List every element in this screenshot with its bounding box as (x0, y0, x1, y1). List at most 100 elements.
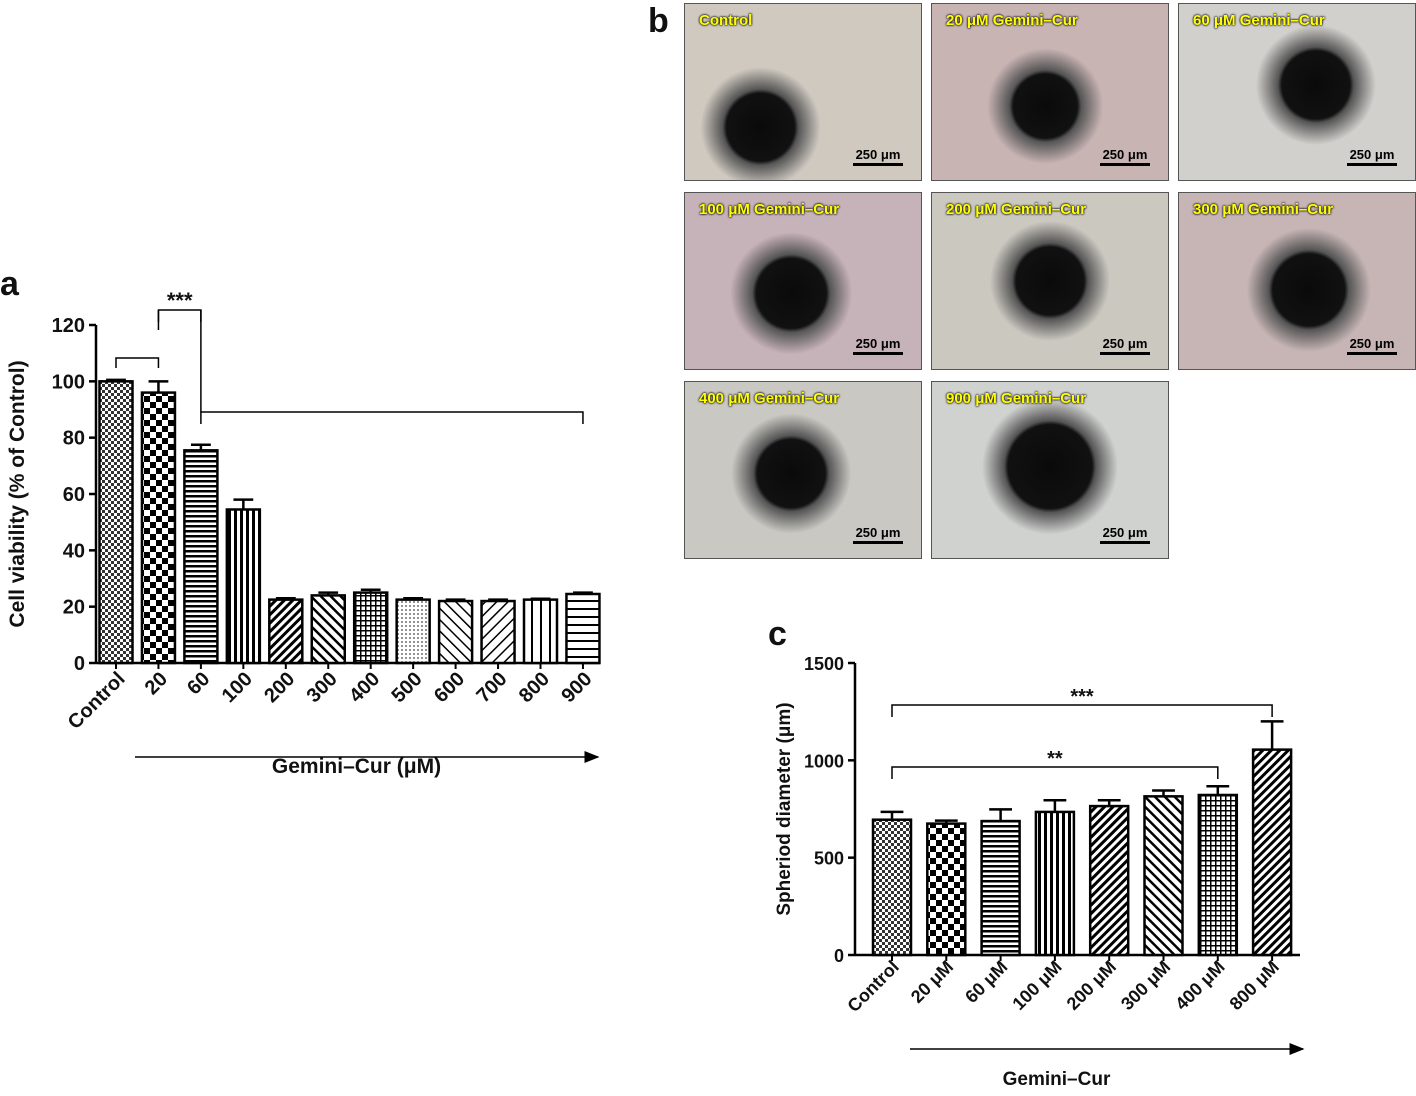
x-tick-label: 500 (388, 668, 427, 707)
bar (1034, 810, 1076, 957)
x-tick-label: 300 (303, 668, 342, 707)
micrograph: 900 μM Gemini–Cur 250 μm (931, 381, 1169, 559)
bar (480, 599, 516, 665)
micrograph-label: 400 μM Gemini–Cur (699, 390, 840, 407)
panel-label: b (648, 2, 669, 40)
bar (268, 598, 304, 665)
panel-label: a (0, 265, 20, 303)
scale-bar: 250 μm (853, 147, 903, 166)
micrograph: 200 μM Gemini–Cur 250 μm (931, 192, 1169, 370)
bar (980, 819, 1021, 957)
x-tick-label: 600 (430, 668, 469, 707)
bar (1088, 804, 1130, 957)
micrograph: 100 μM Gemini–Cur 250 μm (684, 192, 922, 370)
micrograph-label: 60 μM Gemini–Cur (1193, 12, 1325, 29)
scale-label: 250 μm (855, 525, 901, 540)
y-axis-label: Cell viability (% of Control) (6, 360, 29, 627)
x-axis-label: Gemini–Cur (μM) (272, 755, 441, 778)
x-tick-label: 100 (218, 668, 257, 707)
x-tick-label: 800 (515, 668, 554, 707)
scale-bar: 250 μm (1347, 147, 1397, 166)
x-tick-label: 60 μM (961, 957, 1011, 1007)
bar (871, 818, 913, 957)
scale-label: 250 μm (1102, 336, 1148, 351)
bar (395, 598, 431, 665)
annotation: *** (167, 288, 193, 313)
micrograph: Control 250 μm (684, 3, 922, 181)
bar (225, 508, 262, 665)
x-tick-label: 800 μM (1226, 957, 1283, 1014)
micrograph: 20 μM Gemini–Cur 250 μm (931, 3, 1169, 181)
y-tick-label: 40 (63, 540, 85, 562)
y-tick-label: 80 (63, 428, 85, 450)
x-tick-label: Control (64, 668, 130, 734)
x-tick-label: 20 (141, 668, 172, 699)
y-axis-label: Spheriod diameter (μm) (774, 702, 795, 915)
scale-label: 250 μm (1349, 147, 1395, 162)
bar (98, 380, 134, 665)
micrograph: 400 μM Gemini–Cur 250 μm (684, 381, 922, 559)
bar (140, 391, 177, 665)
scale-bar: 250 μm (1100, 525, 1150, 544)
bar (183, 449, 219, 665)
bar (1197, 793, 1239, 957)
micrograph-label: 900 μM Gemini–Cur (946, 390, 1087, 407)
x-tick-label: 300 μM (1117, 957, 1174, 1014)
micrograph: 60 μM Gemini–Cur 250 μm (1178, 3, 1416, 181)
bar (1251, 748, 1293, 957)
x-tick-label: 900 (557, 668, 596, 707)
micrograph-label: 100 μM Gemini–Cur (699, 201, 840, 218)
bracket (891, 704, 1273, 717)
y-tick-label: 1000 (804, 751, 844, 771)
scale-bar: 250 μm (853, 336, 903, 355)
y-tick-label: 0 (74, 653, 85, 675)
micrograph-label: 300 μM Gemini–Cur (1193, 201, 1334, 218)
annotation: ** (1047, 748, 1063, 770)
y-tick-label: 100 (52, 371, 85, 393)
bar (310, 594, 346, 665)
scale-label: 250 μm (1102, 525, 1148, 540)
bracket (891, 766, 1219, 779)
scale-label: 250 μm (1102, 147, 1148, 162)
bracket (115, 357, 160, 368)
annotation: *** (1070, 686, 1094, 708)
scale-label: 250 μm (855, 336, 901, 351)
x-axis-label: Gemini–Cur (1003, 1069, 1111, 1090)
y-tick-label: 0 (834, 946, 844, 966)
scale-line (853, 541, 903, 544)
x-tick-label: 200 μM (1063, 957, 1120, 1014)
x-tick-label: 100 μM (1008, 957, 1065, 1014)
scale-bar: 250 μm (1100, 336, 1150, 355)
x-tick-label: Control (843, 957, 902, 1016)
scale-bar: 250 μm (853, 525, 903, 544)
x-tick-label: 20 μM (907, 957, 957, 1007)
panel-label: c (768, 615, 787, 653)
y-tick-label: 120 (52, 315, 85, 337)
micrograph-label: 20 μM Gemini–Cur (946, 12, 1078, 29)
x-tick-label: 400 (345, 668, 384, 707)
y-tick-label: 500 (814, 849, 844, 869)
bar (522, 598, 559, 665)
scale-line (1347, 163, 1397, 166)
scale-line (853, 352, 903, 355)
scale-line (853, 163, 903, 166)
scale-line (1100, 352, 1150, 355)
bracket (200, 411, 584, 424)
x-tick-label: 400 μM (1171, 957, 1228, 1014)
x-tick-label: 700 (472, 668, 511, 707)
micrograph: 300 μM Gemini–Cur 250 μm (1178, 192, 1416, 370)
scale-label: 250 μm (855, 147, 901, 162)
x-tick-label: 200 (260, 668, 299, 707)
x-tick-label: 60 (183, 668, 214, 699)
micrograph-label: Control (699, 12, 753, 29)
scale-label: 250 μm (1349, 336, 1395, 351)
scale-bar: 250 μm (1100, 147, 1150, 166)
y-tick-label: 60 (63, 484, 85, 506)
scale-line (1100, 541, 1150, 544)
bar (926, 822, 967, 957)
bar (437, 599, 474, 665)
scale-bar: 250 μm (1347, 336, 1397, 355)
y-tick-label: 20 (63, 597, 85, 619)
